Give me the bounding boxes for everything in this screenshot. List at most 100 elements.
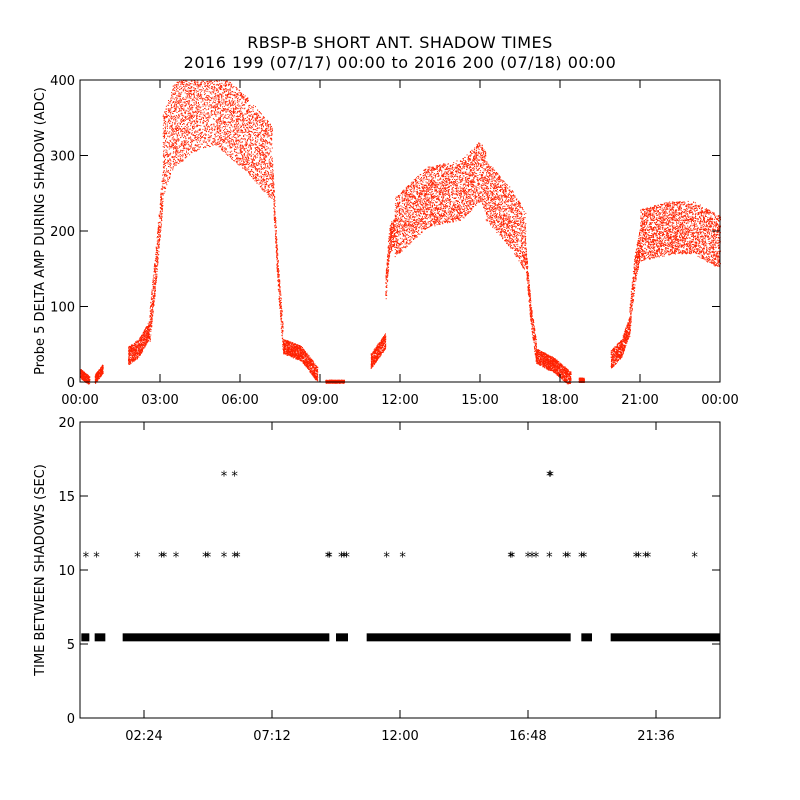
amp-data-point xyxy=(189,90,191,92)
amp-data-point xyxy=(213,80,215,82)
amp-data-point xyxy=(216,125,218,127)
amp-data-point xyxy=(158,229,160,231)
amp-data-point xyxy=(216,144,218,146)
amp-data-point xyxy=(169,136,171,138)
amp-data-point xyxy=(243,159,245,161)
amp-data-point xyxy=(235,126,237,128)
amp-data-point xyxy=(157,244,159,246)
amp-data-point xyxy=(185,118,187,119)
amp-data-point xyxy=(219,103,221,105)
amp-data-point xyxy=(160,208,162,210)
amp-data-point xyxy=(190,136,191,138)
amp-data-point xyxy=(264,132,266,134)
amp-data-point xyxy=(157,232,159,233)
amp-data-point xyxy=(257,139,259,141)
amp-data-point xyxy=(219,127,221,129)
amp-data-point xyxy=(146,342,148,344)
amp-data-point xyxy=(229,115,231,117)
amp-data-point xyxy=(250,170,252,172)
amp-data-point xyxy=(270,131,272,133)
amp-data-point xyxy=(137,350,139,352)
amp-data-point xyxy=(142,343,144,345)
amp-data-point xyxy=(153,300,155,302)
amp-data-point xyxy=(225,117,227,119)
amp-data-point xyxy=(190,145,192,147)
amp-data-point xyxy=(80,369,82,371)
amp-data-point xyxy=(169,164,171,166)
amp-data-point xyxy=(191,147,193,149)
amp-data-point xyxy=(209,129,210,131)
amp-data-point xyxy=(252,137,254,139)
amp-data-point xyxy=(220,121,222,123)
amp-data-point xyxy=(132,359,134,361)
amp-data-point xyxy=(155,281,157,283)
amp-data-point xyxy=(176,102,178,104)
amp-data-point xyxy=(233,116,235,118)
amp-data-point xyxy=(193,134,194,136)
amp-data-point xyxy=(199,129,201,131)
amp-data-point xyxy=(236,101,238,103)
amp-data-point xyxy=(224,127,226,129)
amp-data-point xyxy=(101,371,103,373)
amp-data-point xyxy=(141,345,143,347)
amp-data-point xyxy=(212,141,213,143)
amp-data-point xyxy=(88,383,90,385)
amp-data-point xyxy=(272,129,273,131)
amp-data-point xyxy=(182,109,184,110)
amp-data-point xyxy=(254,141,256,143)
amp-data-point xyxy=(156,250,158,251)
amp-data-point xyxy=(174,123,176,125)
amp-data-point xyxy=(188,137,190,139)
amp-data-point xyxy=(181,133,183,135)
amp-data-point xyxy=(143,332,145,333)
amp-data-point xyxy=(218,132,220,134)
amp-data-point xyxy=(128,363,130,365)
amp-data-point xyxy=(137,345,139,347)
amp-data-point xyxy=(86,376,87,377)
amp-data-point xyxy=(270,194,272,196)
amp-data-point xyxy=(181,91,183,93)
amp-data-point xyxy=(229,154,231,155)
amp-data-point xyxy=(148,321,150,323)
amp-data-point xyxy=(159,232,160,234)
amp-data-point xyxy=(165,145,167,147)
amp-data-point xyxy=(189,88,191,89)
amp-data-point xyxy=(175,155,176,157)
amp-data-point xyxy=(164,162,166,164)
amp-data-point xyxy=(223,99,225,101)
amp-data-point xyxy=(252,166,254,168)
amp-data-point xyxy=(242,124,244,126)
amp-data-point xyxy=(129,351,131,353)
amp-data-point xyxy=(164,129,166,131)
amp-data-point xyxy=(200,101,202,103)
amp-data-point xyxy=(180,145,182,147)
amp-data-point xyxy=(146,337,148,339)
amp-data-point xyxy=(212,96,214,98)
amp-data-point xyxy=(250,135,252,137)
amp-data-point xyxy=(196,136,198,138)
amp-data-point xyxy=(236,162,238,164)
amp-data-point xyxy=(200,113,202,115)
amp-data-point xyxy=(187,147,189,149)
amp-data-point xyxy=(149,316,151,318)
amp-data-point xyxy=(156,262,158,264)
amp-data-point xyxy=(190,141,191,143)
amp-data-point xyxy=(181,160,183,162)
amp-data-point xyxy=(226,117,228,119)
amp-data-point xyxy=(173,109,175,111)
amp-data-point xyxy=(269,194,271,196)
amp-data-point xyxy=(211,123,213,125)
amp-data-point xyxy=(219,133,221,135)
amp-data-point xyxy=(207,85,208,87)
amp-data-point xyxy=(182,81,184,83)
amp-data-point xyxy=(230,104,232,106)
amp-data-point xyxy=(231,139,233,141)
amp-data-point xyxy=(130,350,132,352)
amp-data-point xyxy=(147,332,149,334)
amp-data-point xyxy=(237,157,238,159)
amp-data-point xyxy=(139,350,141,352)
amp-data-point xyxy=(258,134,260,136)
amp-data-point xyxy=(138,343,140,345)
amp-data-point xyxy=(271,158,273,160)
amp-data-point xyxy=(191,133,193,135)
